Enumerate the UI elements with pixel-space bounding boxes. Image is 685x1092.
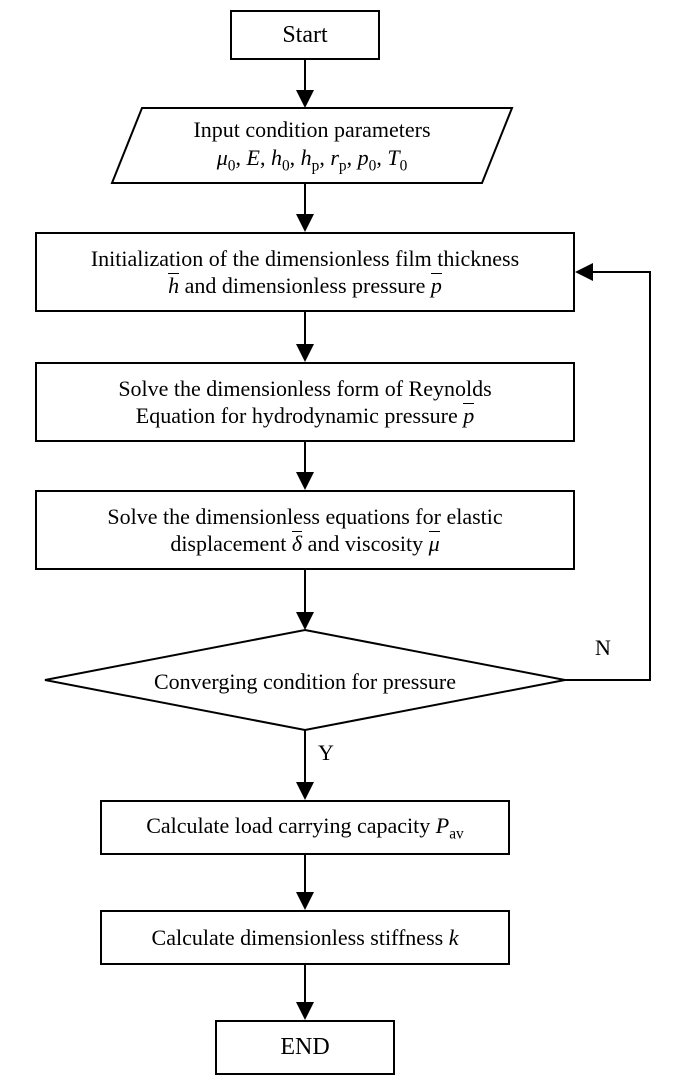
end-text: END [280, 1034, 329, 1061]
decision-node-text: Converging condition for pressure [80, 668, 530, 696]
end-node: END [215, 1020, 395, 1075]
init-line1: Initialization of the dimensionless film… [91, 245, 519, 273]
load-node: Calculate load carrying capacity Pav [100, 800, 510, 855]
start-node: Start [230, 10, 380, 60]
start-text: Start [282, 22, 327, 49]
init-node: Initialization of the dimensionless film… [35, 232, 575, 312]
edge-decision-no-loop [565, 272, 650, 680]
edge-label-n: N [595, 635, 611, 661]
load-text: Calculate load carrying capacity Pav [146, 812, 464, 844]
elastic-line2: displacement δ and viscosity μ [170, 530, 439, 558]
reynolds-line1: Solve the dimensionless form of Reynolds [118, 375, 491, 403]
stiffness-text: Calculate dimensionless stiffness k [152, 924, 459, 952]
edge-label-y: Y [318, 740, 334, 766]
stiffness-node: Calculate dimensionless stiffness k [100, 910, 510, 965]
input-node-text: Input condition parameters μ0, E, h0, hp… [112, 116, 512, 175]
reynolds-line2: Equation for hydrodynamic pressure p [136, 402, 474, 430]
flowchart-canvas: Start Input condition parameters μ0, E, … [0, 0, 685, 1092]
elastic-node: Solve the dimensionless equations for el… [35, 490, 575, 570]
input-line1: Input condition parameters [112, 116, 512, 144]
init-line2: h and dimensionless pressure p [168, 272, 442, 300]
input-line2: μ0, E, h0, hp, rp, p0, T0 [112, 144, 512, 176]
reynolds-node: Solve the dimensionless form of Reynolds… [35, 362, 575, 442]
elastic-line1: Solve the dimensionless equations for el… [107, 503, 502, 531]
